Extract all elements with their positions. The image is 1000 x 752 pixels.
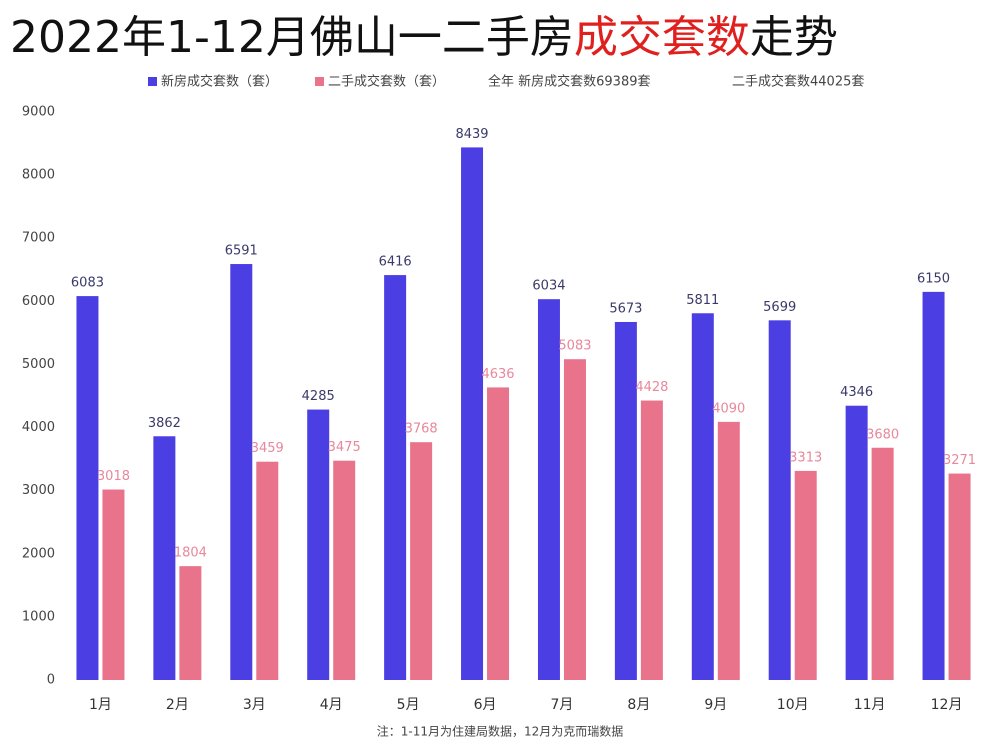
y-tick-label: 8000: [22, 168, 55, 183]
data-label: 6034: [532, 279, 565, 294]
data-label: 6416: [379, 255, 412, 270]
footnote: 注：1-11月为住建局数据，12月为克而瑞数据: [377, 724, 624, 739]
x-tick-label: 2月: [166, 697, 189, 713]
legend-label: 新房成交套数（套）: [161, 74, 278, 90]
bar: [640, 400, 663, 680]
bar: [537, 299, 560, 680]
data-label: 3768: [405, 422, 438, 437]
data-label: 5699: [763, 300, 796, 315]
y-tick-label: 6000: [22, 294, 55, 309]
title-part: 走势: [750, 12, 838, 63]
data-label: 5673: [609, 301, 642, 316]
legend-swatch: [315, 77, 324, 86]
bar: [384, 275, 407, 680]
title-part: 2022年1-12月佛山一二手房: [10, 12, 574, 63]
bar: [76, 296, 99, 680]
title-part: 成交套数: [574, 12, 750, 63]
bar: [614, 321, 637, 680]
bar: [307, 409, 330, 680]
data-label: 5811: [686, 293, 719, 308]
data-label: 4285: [302, 389, 335, 404]
bar: [871, 447, 894, 680]
data-label: 3459: [251, 441, 284, 456]
data-label: 6083: [71, 276, 104, 291]
y-tick-label: 7000: [22, 231, 55, 246]
x-tick-label: 6月: [474, 697, 497, 713]
y-tick-label: 4000: [22, 420, 55, 435]
x-tick-label: 7月: [550, 697, 573, 713]
x-tick-label: 9月: [704, 697, 727, 713]
bar: [948, 473, 971, 680]
bar: [845, 405, 868, 680]
bar: [563, 359, 586, 680]
bar: [768, 320, 791, 680]
data-label: 4636: [481, 367, 514, 382]
bar: [256, 461, 279, 680]
data-label: 4090: [712, 401, 745, 416]
y-tick-label: 0: [47, 673, 55, 688]
bar: [717, 421, 740, 680]
bar: [487, 387, 510, 680]
chart-title: 2022年1-12月佛山一二手房成交套数走势: [10, 12, 838, 63]
x-tick-label: 4月: [320, 697, 343, 713]
data-label: 3271: [943, 453, 976, 468]
x-tick-label: 11月: [854, 697, 886, 713]
bar: [922, 291, 945, 680]
data-label: 1804: [174, 546, 207, 561]
y-tick-label: 9000: [22, 105, 55, 120]
annotation: 二手成交套数44025套: [732, 74, 864, 90]
bar: [691, 313, 714, 680]
legend-swatch: [148, 77, 157, 86]
x-tick-label: 10月: [777, 697, 809, 713]
x-tick-label: 8月: [627, 697, 650, 713]
y-tick-label: 3000: [22, 483, 55, 498]
bar: [794, 470, 817, 680]
data-label: 3862: [148, 416, 181, 431]
data-label: 3475: [328, 440, 361, 455]
y-tick-label: 1000: [22, 609, 55, 624]
y-tick-label: 2000: [22, 546, 55, 561]
bar: [333, 460, 356, 680]
bar: [410, 442, 433, 680]
legend-label: 二手成交套数（套）: [328, 74, 445, 90]
data-label: 6150: [917, 271, 950, 286]
data-label: 3313: [789, 450, 822, 465]
bar: [461, 147, 484, 680]
data-label: 6591: [225, 244, 258, 259]
data-label: 5083: [558, 339, 591, 354]
bar: [179, 566, 202, 680]
data-label: 8439: [455, 127, 488, 142]
x-tick-label: 5月: [397, 697, 420, 713]
x-tick-label: 12月: [931, 697, 963, 713]
annotation: 全年 新房成交套数69389套: [488, 74, 651, 90]
data-label: 4428: [635, 380, 668, 395]
data-label: 3018: [97, 469, 130, 484]
data-label: 3680: [866, 427, 899, 442]
x-tick-label: 1月: [89, 697, 112, 713]
data-label: 4346: [840, 385, 873, 400]
x-tick-label: 3月: [243, 697, 266, 713]
bar: [102, 489, 125, 680]
y-tick-label: 5000: [22, 357, 55, 372]
bar: [153, 436, 176, 680]
bar: [230, 264, 253, 680]
